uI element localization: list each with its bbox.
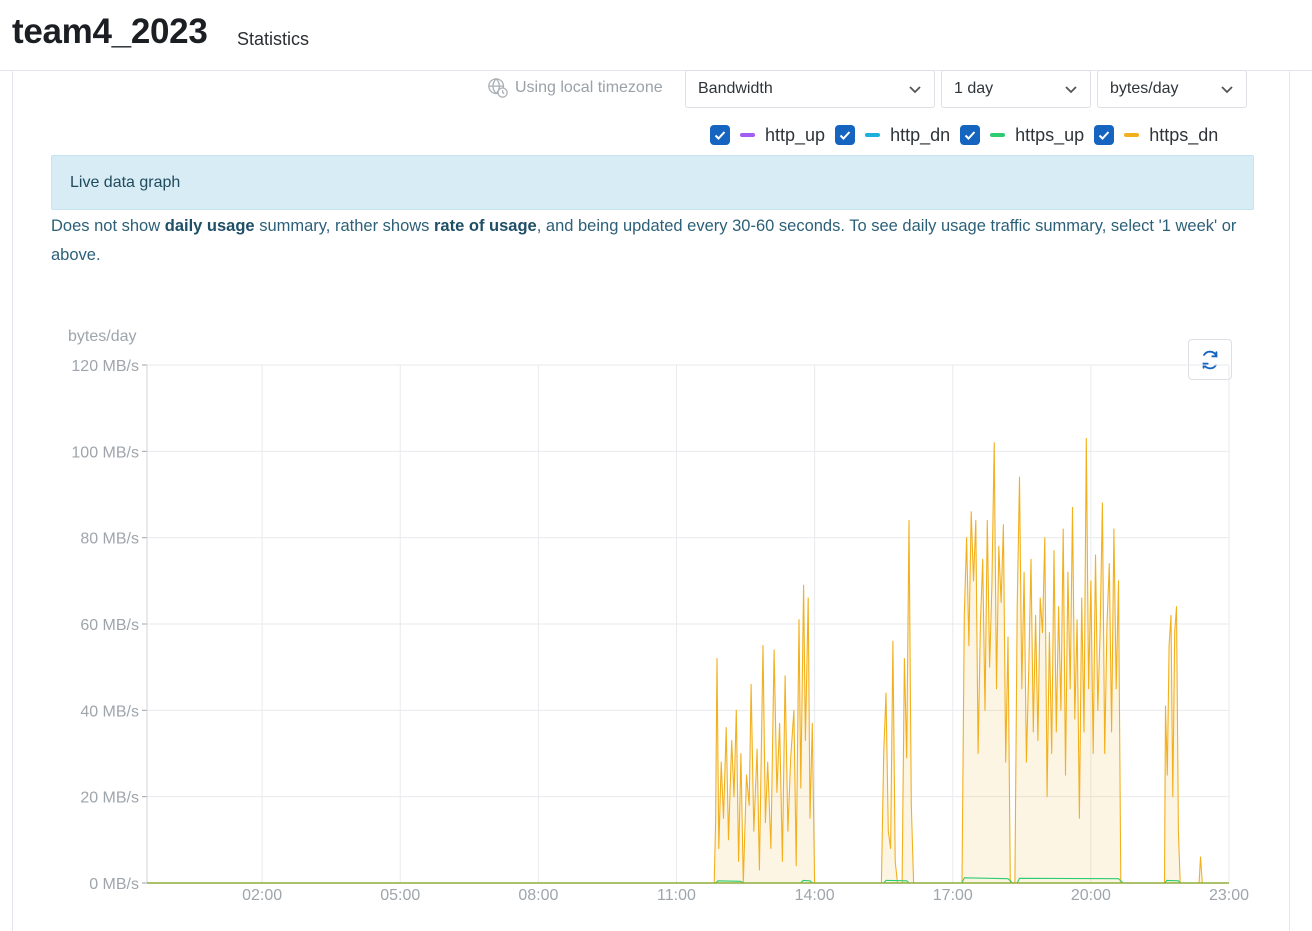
y-tick-label: 100 MB/s (71, 444, 139, 461)
timezone-label: Using local timezone (515, 79, 663, 96)
legend-label: http_up (765, 124, 826, 145)
metric-select[interactable]: Bandwidth (685, 70, 935, 108)
y-tick-label: 20 MB/s (80, 790, 139, 807)
legend-label: https_up (1015, 124, 1085, 145)
note-bold-daily-usage: daily usage (164, 217, 255, 235)
unit-select-value: bytes/day (1110, 80, 1179, 97)
legend-swatch (865, 133, 881, 137)
checkbox-checked-icon[interactable] (960, 125, 981, 145)
y-tick-label: 80 MB/s (80, 531, 139, 548)
y-tick-label: 40 MB/s (80, 703, 139, 720)
y-tick-label: 60 MB/s (80, 617, 139, 634)
x-tick-label: 05:00 (380, 887, 420, 904)
series-line-https-dn (147, 437, 1229, 884)
unit-select[interactable]: bytes/day (1097, 70, 1247, 108)
x-tick-label: 08:00 (518, 887, 558, 904)
y-tick-label: 0 MB/s (89, 876, 139, 893)
x-tick-label: 20:00 (1071, 887, 1111, 904)
legend-item-https-up[interactable]: https_up (960, 125, 1084, 146)
x-tick-label: 23:00 (1209, 887, 1249, 904)
checkbox-checked-icon[interactable] (710, 125, 730, 145)
globe-clock-icon (488, 78, 508, 98)
checkbox-checked-icon[interactable] (1094, 125, 1115, 145)
legend-label: https_dn (1149, 124, 1219, 145)
x-tick-label: 11:00 (657, 887, 696, 904)
x-tick-label: 02:00 (242, 887, 282, 904)
refresh-icon (1202, 350, 1218, 369)
x-tick-label: 17:00 (933, 887, 973, 904)
note-text: summary, rather shows (254, 217, 435, 235)
chevron-down-icon (1221, 86, 1233, 94)
checkbox-checked-icon[interactable] (835, 125, 856, 145)
legend-label: http_dn (890, 124, 951, 145)
range-select-value: 1 day (954, 80, 994, 97)
note-text: Does not show (51, 217, 165, 235)
live-data-alert: Live data graph (51, 155, 1254, 210)
y-tick-label: 120 MB/s (71, 358, 139, 375)
metric-select-value: Bandwidth (698, 80, 773, 97)
legend-item-https-dn[interactable]: https_dn (1094, 125, 1218, 146)
top-bar: team4_2023 Statistics (0, 0, 1312, 71)
usage-note: Does not show daily usage summary, rathe… (51, 212, 1261, 270)
page-subtitle: Statistics (237, 29, 310, 49)
legend-item-http-dn[interactable]: http_dn (835, 125, 950, 146)
y-axis-label: bytes/day (68, 328, 136, 345)
note-bold-rate-of-usage: rate of usage (434, 217, 537, 235)
legend-item-http-up[interactable]: http_up (710, 125, 825, 146)
bandwidth-chart: bytes/day 120 MB/s 100 MB/s 80 MB/s 60 MB/s 4… (68, 328, 1249, 904)
note-text: , and being updated every 30-60 seconds.… (51, 217, 1237, 264)
x-tick-label: 14:00 (795, 887, 835, 904)
timezone-indicator: Using local timezone (487, 76, 663, 100)
alert-text: Live data graph (70, 174, 181, 191)
range-select[interactable]: 1 day (941, 70, 1091, 108)
chevron-down-icon (909, 86, 921, 94)
chevron-down-icon (1065, 86, 1077, 94)
legend-swatch (1124, 133, 1140, 137)
refresh-button[interactable] (1188, 339, 1232, 380)
legend-swatch (740, 133, 755, 137)
statistics-card (12, 71, 1290, 931)
series-legend: http_up http_dn https_up https_dn (710, 124, 1228, 146)
legend-swatch (990, 133, 1006, 137)
page-title: team4_2023 (12, 12, 208, 51)
